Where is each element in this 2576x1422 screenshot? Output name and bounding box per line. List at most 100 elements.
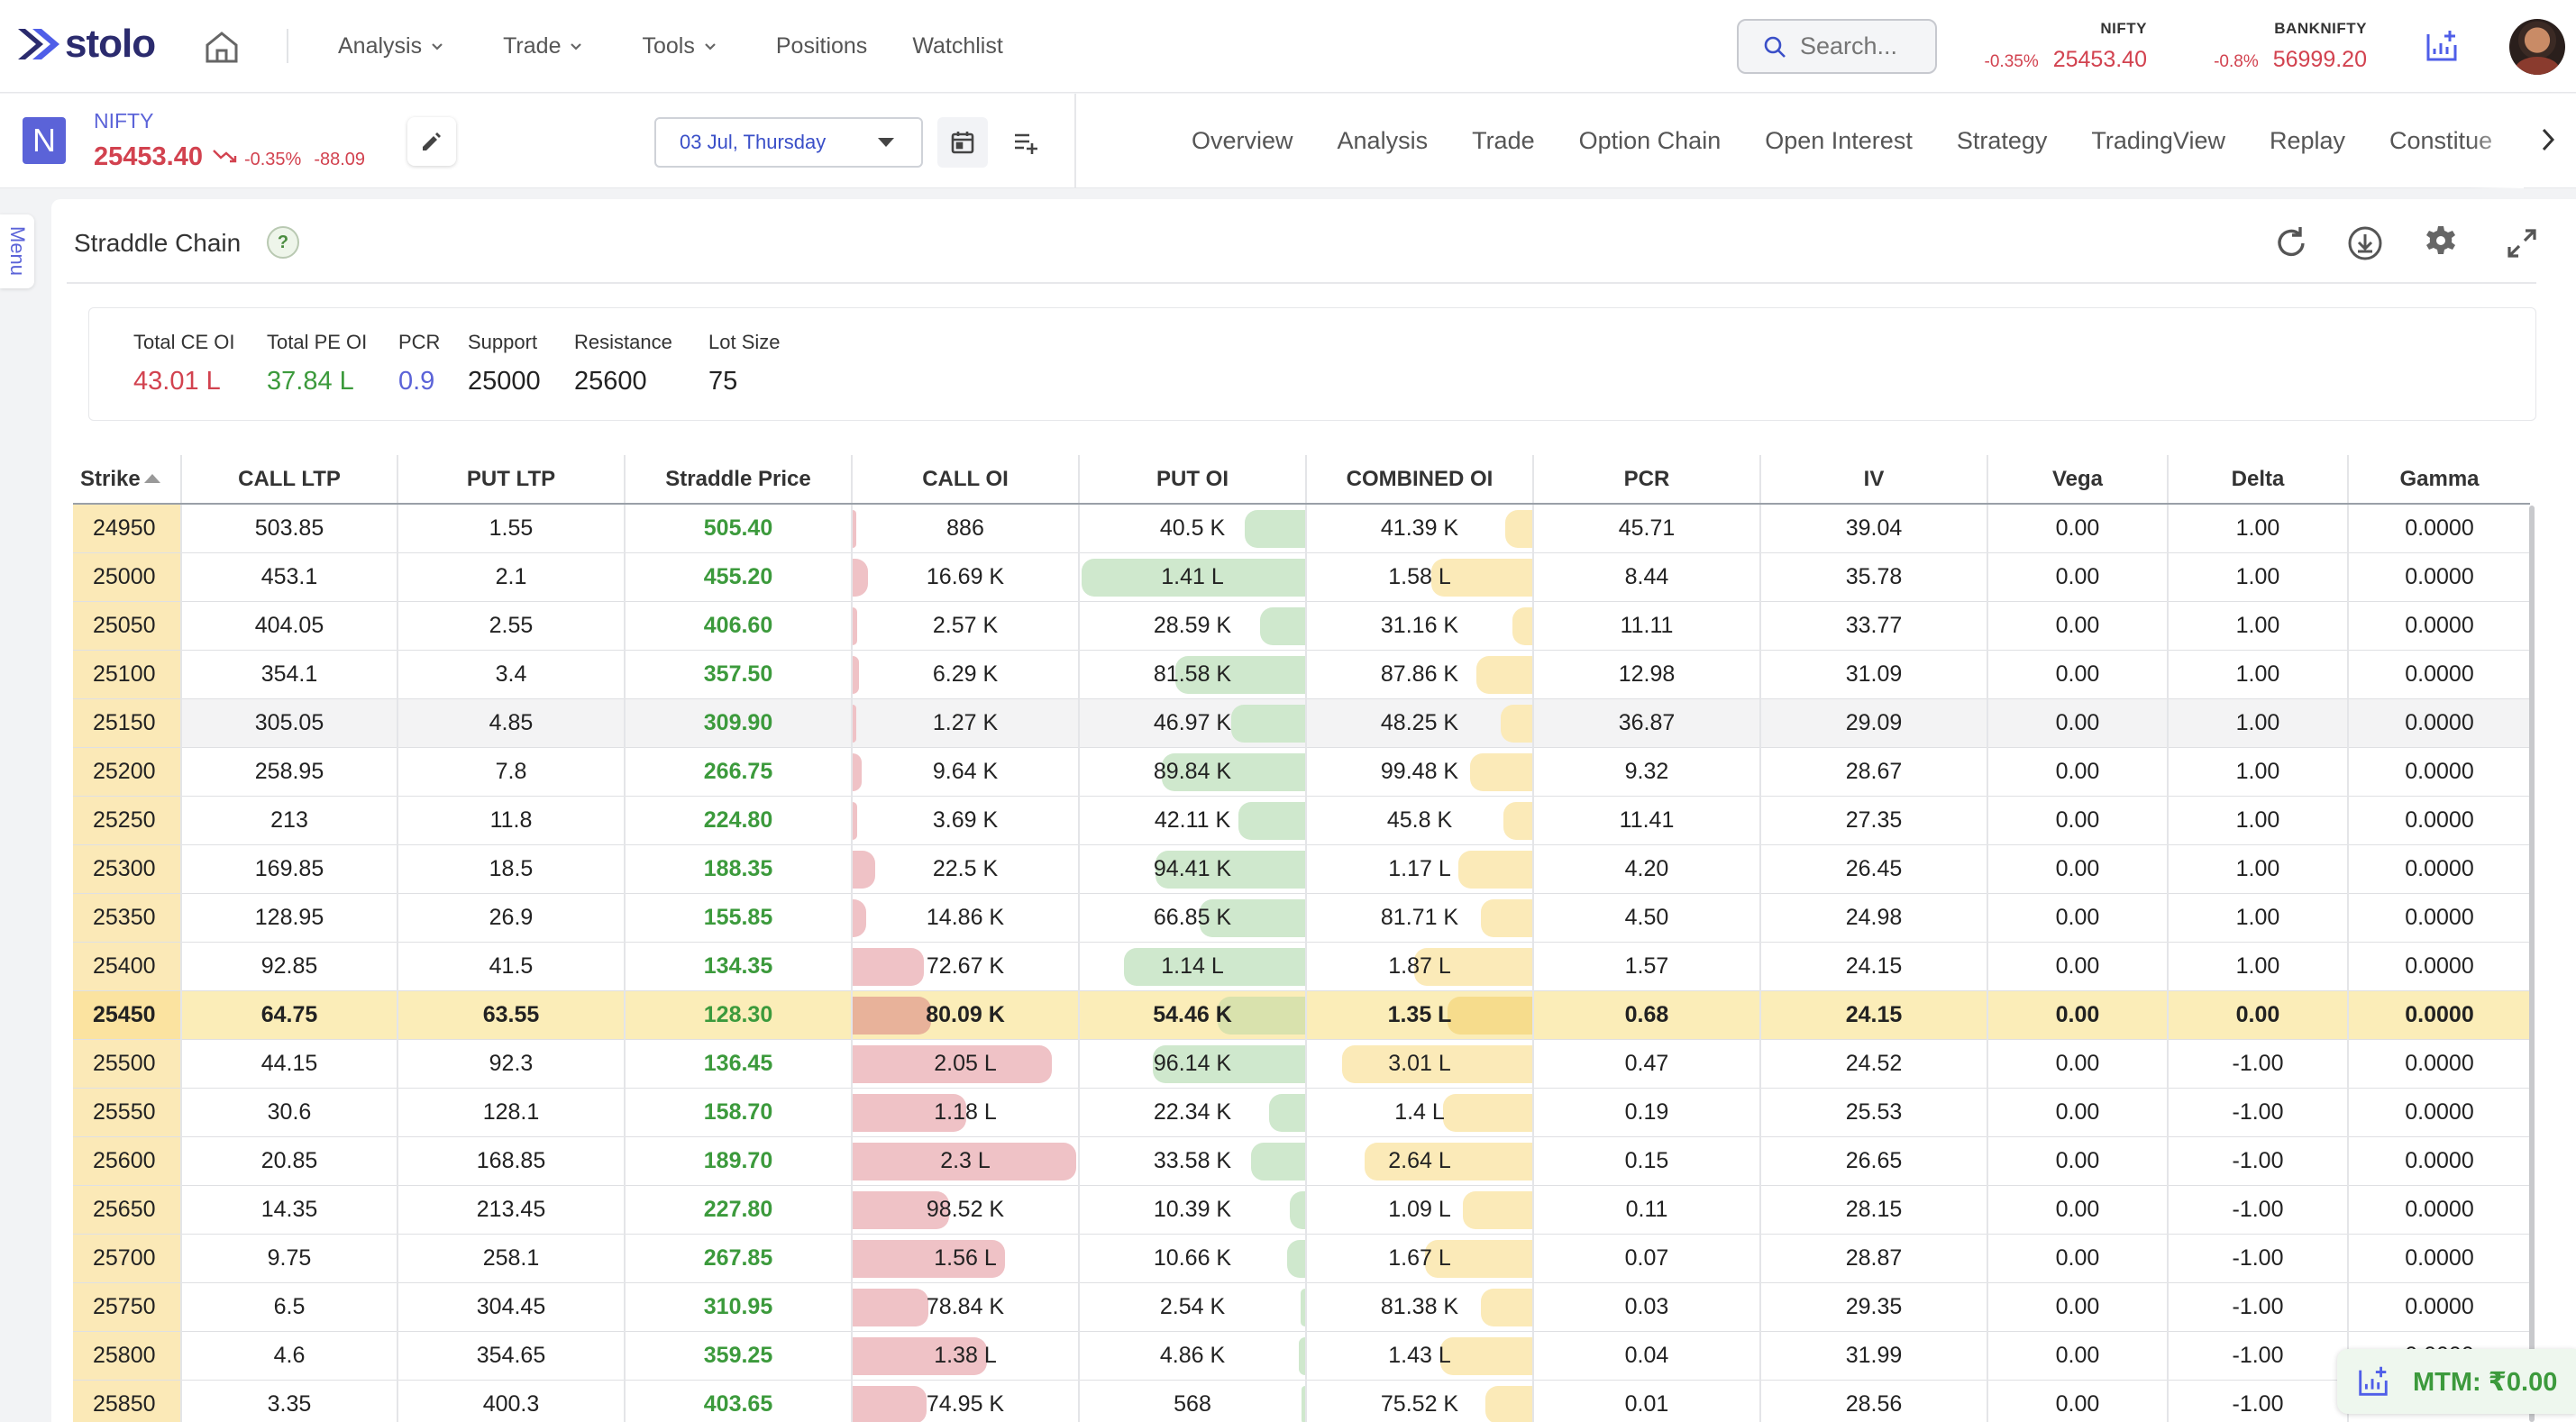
tab-analysis[interactable]: Analysis (1337, 127, 1429, 154)
straddle-price-cell: 403.65 (624, 1380, 852, 1422)
column-header-vega[interactable]: Vega (1987, 455, 2168, 505)
strike-cell: 25250 (73, 796, 181, 845)
column-header-gamma[interactable]: Gamma (2347, 455, 2530, 505)
cell-text: 1.27 K (932, 709, 999, 735)
column-header-straddle-price[interactable]: Straddle Price (624, 455, 852, 505)
table-row[interactable]: 25000 453.1 2.1 455.20 16.69 K 1.41 L 1.58 L 8.… (73, 552, 2530, 602)
ticker-change: -0.35% (1984, 52, 2039, 71)
tab-trade[interactable]: Trade (1472, 127, 1535, 154)
mtm-widget[interactable]: MTM: ₹0.00 (2337, 1349, 2576, 1414)
call-oi-bar (853, 606, 857, 645)
brand-logo[interactable]: stolo (16, 22, 156, 67)
add-chart-icon[interactable] (2423, 27, 2461, 65)
tab-replay[interactable]: Replay (2269, 127, 2346, 154)
column-header-put-ltp[interactable]: PUT LTP (397, 455, 625, 505)
cell-text: 99.48 K (1380, 758, 1459, 784)
delta-cell: 1.00 (2167, 942, 2348, 991)
chevron-right-icon[interactable] (2533, 124, 2563, 155)
table-row[interactable]: 25400 92.85 41.5 134.35 72.67 K 1.14 L 1.87 L 1… (73, 942, 2530, 991)
table-row[interactable]: 25750 6.5 304.45 310.95 78.84 K 2.54 K 81.38 K… (73, 1282, 2530, 1332)
pcr-cell: 0.19 (1532, 1088, 1760, 1137)
table-row[interactable]: 25800 4.6 354.65 359.25 1.38 L 4.86 K 1.43 L 0.… (73, 1331, 2530, 1381)
iv-cell: 29.09 (1759, 698, 1987, 748)
column-header-call-oi[interactable]: CALL OI (851, 455, 1079, 505)
summary-total-ce-oi: Total CE OI 43.01 L (133, 331, 234, 397)
search-box[interactable] (1737, 19, 1937, 74)
table-row[interactable]: 25100 354.1 3.4 357.50 6.29 K 81.58 K 87.86 K 1… (73, 650, 2530, 699)
table-row[interactable]: 25150 305.05 4.85 309.90 1.27 K 46.97 K 48.25 … (73, 698, 2530, 748)
table-row[interactable]: 25600 20.85 168.85 189.70 2.3 L 33.58 K 2.64 L… (73, 1136, 2530, 1186)
table-row[interactable]: 25650 14.35 213.45 227.80 98.52 K 10.39 K 1.09… (73, 1185, 2530, 1235)
call-ltp-cell: 128.95 (180, 893, 397, 943)
side-menu-toggle[interactable]: Menu (0, 214, 34, 288)
pcr-cell: 4.20 (1532, 844, 1760, 894)
combined-oi-cell: 3.01 L (1305, 1039, 1533, 1089)
user-avatar[interactable] (2509, 19, 2565, 75)
put-oi-cell: 66.85 K (1078, 893, 1306, 943)
call-ltp-cell: 6.5 (180, 1282, 397, 1332)
call-oi-bar (853, 1336, 987, 1375)
table-row[interactable]: 25300 169.85 18.5 188.35 22.5 K 94.41 K 1.17 L… (73, 844, 2530, 894)
table-row[interactable]: 25850 3.35 400.3 403.65 74.95 K 568 75.52 K 0.0… (73, 1380, 2530, 1422)
expand-icon[interactable] (2502, 223, 2542, 263)
put-ltp-cell: 4.85 (397, 698, 625, 748)
straddle-price-cell: 310.95 (624, 1282, 852, 1332)
comb-oi-bar (1512, 606, 1532, 645)
call-oi-cell: 80.09 K (851, 990, 1079, 1040)
column-header-put-oi[interactable]: PUT OI (1078, 455, 1306, 505)
edit-symbol-button[interactable] (407, 117, 456, 166)
call-ltp-cell: 305.05 (180, 698, 397, 748)
cell-text: 54.46 K (1153, 1001, 1232, 1027)
put-oi-cell: 10.66 K (1078, 1234, 1306, 1283)
table-row[interactable]: 25200 258.95 7.8 266.75 9.64 K 89.84 K 99.48 K… (73, 747, 2530, 797)
menu-watchlist[interactable]: Watchlist (912, 33, 1003, 59)
menu-trade[interactable]: Trade (503, 33, 582, 59)
column-header-pcr[interactable]: PCR (1532, 455, 1760, 505)
menu-positions[interactable]: Positions (775, 33, 868, 59)
column-header-call-ltp[interactable]: CALL LTP (180, 455, 397, 505)
tab-tradingview[interactable]: TradingView (2091, 127, 2225, 154)
tab-strategy[interactable]: Strategy (1956, 127, 2048, 154)
menu-analysis[interactable]: Analysis (338, 33, 443, 59)
tab-overview[interactable]: Overview (1192, 127, 1293, 154)
table-row[interactable]: 25250 213 11.8 224.80 3.69 K 42.11 K 45.8 K 11.… (73, 796, 2530, 845)
table-row[interactable]: 25700 9.75 258.1 267.85 1.56 L 10.66 K 1.67 L 0… (73, 1234, 2530, 1283)
symbol-name[interactable]: NIFTY (94, 109, 154, 132)
iv-cell: 28.87 (1759, 1234, 1987, 1283)
settings-gear-icon[interactable] (2421, 223, 2461, 263)
comb-oi-bar (1448, 996, 1532, 1035)
delta-cell: 1.00 (2167, 552, 2348, 602)
call-oi-bar (853, 898, 866, 937)
put-ltp-cell: 92.3 (397, 1039, 625, 1089)
vega-cell: 0.00 (1987, 1136, 2168, 1186)
tab-open-interest[interactable]: Open Interest (1765, 127, 1913, 154)
put-oi-cell: 28.59 K (1078, 601, 1306, 651)
table-row[interactable]: 25450 64.75 63.55 128.30 80.09 K 54.46 K 1.35 … (73, 990, 2530, 1040)
column-header-combined-oi[interactable]: COMBINED OI (1305, 455, 1533, 505)
refresh-icon[interactable] (2271, 223, 2311, 263)
ticker-banknifty[interactable]: BANKNIFTY -0.8% 56999.20 (2199, 20, 2367, 73)
expiry-select[interactable]: 03 Jul, Thursday (654, 117, 923, 168)
table-row[interactable]: 25050 404.05 2.55 406.60 2.57 K 28.59 K 31.16 … (73, 601, 2530, 651)
column-header-delta[interactable]: Delta (2167, 455, 2348, 505)
tab-option-chain[interactable]: Option Chain (1578, 127, 1722, 154)
column-header-strike[interactable]: Strike (73, 455, 181, 505)
cell-text: 1.41 L (1161, 563, 1224, 589)
calendar-button[interactable] (937, 117, 988, 168)
ticker-nifty[interactable]: NIFTY -0.35% 25453.40 (1974, 20, 2147, 73)
table-row[interactable]: 25350 128.95 26.9 155.85 14.86 K 66.85 K 81.71… (73, 893, 2530, 943)
download-icon[interactable] (2345, 223, 2385, 263)
search-input[interactable] (1800, 32, 1926, 60)
column-header-iv[interactable]: IV (1759, 455, 1987, 505)
oi-summary-card: Total CE OI 43.01 L Total PE OI 37.84 L … (88, 307, 2536, 421)
home-icon[interactable] (202, 27, 242, 67)
menu-tools[interactable]: Tools (642, 33, 716, 59)
delta-cell: -1.00 (2167, 1088, 2348, 1137)
table-row[interactable]: 24950 503.85 1.55 505.40 886 40.5 K 41.39 K 45.… (73, 504, 2530, 553)
summary-value: 0.9 (398, 367, 435, 396)
table-scrollbar[interactable] (2529, 506, 2535, 1422)
help-icon[interactable]: ? (267, 226, 299, 259)
add-to-list-button[interactable] (1000, 117, 1051, 168)
table-row[interactable]: 25550 30.6 128.1 158.70 1.18 L 22.34 K 1.4 L 0.… (73, 1088, 2530, 1137)
table-row[interactable]: 25500 44.15 92.3 136.45 2.05 L 96.14 K 3.01 L 0… (73, 1039, 2530, 1089)
